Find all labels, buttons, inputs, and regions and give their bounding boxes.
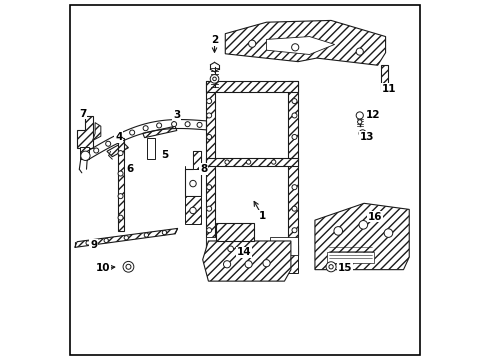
Circle shape — [223, 261, 231, 268]
Circle shape — [123, 261, 134, 272]
Polygon shape — [270, 237, 298, 255]
Circle shape — [118, 150, 123, 156]
Circle shape — [143, 126, 148, 131]
Circle shape — [207, 134, 212, 139]
Polygon shape — [205, 244, 298, 255]
Circle shape — [106, 141, 111, 146]
Polygon shape — [77, 116, 93, 148]
Text: 13: 13 — [360, 132, 374, 142]
Text: 3: 3 — [173, 111, 180, 121]
Polygon shape — [205, 81, 298, 92]
Text: 11: 11 — [382, 84, 396, 94]
Polygon shape — [185, 196, 201, 224]
Circle shape — [334, 226, 343, 235]
Polygon shape — [225, 21, 386, 65]
Circle shape — [356, 48, 364, 55]
Polygon shape — [205, 237, 227, 255]
Circle shape — [190, 180, 196, 187]
Circle shape — [86, 241, 90, 245]
Circle shape — [292, 206, 297, 211]
Polygon shape — [80, 147, 89, 159]
Text: 5: 5 — [161, 150, 168, 160]
Text: 2: 2 — [211, 35, 218, 45]
Circle shape — [118, 171, 123, 176]
Circle shape — [172, 122, 176, 127]
Circle shape — [292, 99, 297, 104]
Text: 6: 6 — [126, 164, 133, 174]
Circle shape — [245, 261, 252, 268]
Polygon shape — [203, 241, 291, 281]
Polygon shape — [93, 123, 101, 140]
Circle shape — [246, 160, 251, 164]
Circle shape — [157, 123, 162, 128]
Circle shape — [197, 122, 202, 127]
Circle shape — [207, 185, 212, 190]
Circle shape — [104, 238, 108, 243]
Circle shape — [329, 265, 333, 269]
Polygon shape — [205, 253, 215, 273]
Circle shape — [225, 160, 229, 164]
Circle shape — [207, 99, 212, 104]
Circle shape — [207, 206, 212, 211]
Circle shape — [359, 221, 368, 229]
Circle shape — [81, 151, 90, 161]
Circle shape — [292, 185, 297, 190]
Text: 15: 15 — [338, 263, 352, 273]
Polygon shape — [267, 37, 335, 54]
Circle shape — [358, 120, 362, 124]
Polygon shape — [193, 150, 201, 169]
Circle shape — [130, 130, 135, 135]
Circle shape — [248, 40, 256, 47]
Circle shape — [118, 215, 123, 220]
Polygon shape — [107, 142, 128, 157]
Circle shape — [190, 207, 196, 214]
Circle shape — [263, 260, 270, 267]
Text: 16: 16 — [368, 212, 382, 221]
Circle shape — [207, 113, 212, 118]
Polygon shape — [185, 150, 201, 196]
Circle shape — [207, 228, 212, 233]
Text: 12: 12 — [366, 111, 381, 121]
Text: 9: 9 — [90, 239, 97, 249]
Circle shape — [118, 135, 122, 140]
Circle shape — [292, 134, 297, 139]
Polygon shape — [205, 81, 215, 255]
Polygon shape — [288, 81, 298, 255]
Circle shape — [94, 148, 98, 153]
Polygon shape — [118, 138, 124, 231]
Circle shape — [228, 246, 234, 252]
Circle shape — [185, 122, 190, 127]
Polygon shape — [147, 138, 155, 159]
Circle shape — [292, 44, 299, 51]
Polygon shape — [315, 203, 409, 270]
Circle shape — [356, 112, 364, 119]
Polygon shape — [74, 228, 177, 247]
Circle shape — [144, 233, 148, 237]
Text: 14: 14 — [237, 247, 251, 257]
Circle shape — [326, 262, 336, 272]
Text: 1: 1 — [259, 211, 266, 221]
Text: 4: 4 — [115, 132, 122, 142]
Circle shape — [124, 235, 128, 240]
Text: 7: 7 — [79, 109, 87, 119]
Circle shape — [126, 264, 131, 269]
Polygon shape — [381, 65, 389, 90]
Circle shape — [118, 194, 123, 199]
Circle shape — [213, 77, 216, 81]
Circle shape — [292, 228, 297, 233]
Circle shape — [271, 160, 276, 164]
Text: 10: 10 — [96, 263, 111, 273]
Polygon shape — [205, 158, 298, 166]
Circle shape — [359, 130, 366, 137]
Polygon shape — [288, 253, 298, 273]
Text: 8: 8 — [200, 164, 207, 174]
Circle shape — [292, 113, 297, 118]
Polygon shape — [327, 252, 374, 263]
Circle shape — [384, 229, 393, 237]
Polygon shape — [143, 126, 177, 138]
Circle shape — [210, 75, 219, 83]
Circle shape — [162, 230, 167, 235]
Polygon shape — [216, 223, 254, 241]
